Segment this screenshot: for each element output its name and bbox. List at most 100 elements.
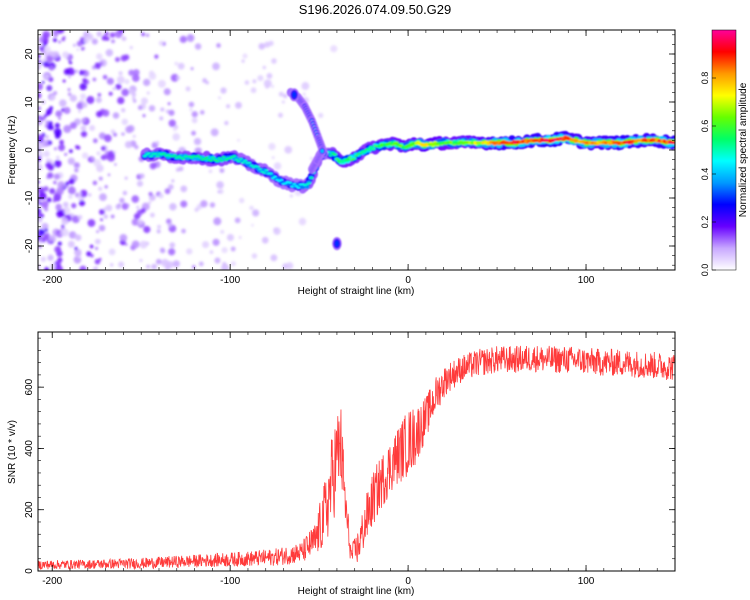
spectrogram-ridge-cell	[304, 185, 310, 190]
spectrogram-noise-cell	[71, 203, 77, 209]
spectrogram-noise-cell	[40, 256, 46, 262]
spectrogram-noise-cell	[180, 200, 188, 208]
spectrogram-noise-cell	[156, 229, 161, 234]
spectrogram-ridge-cell	[352, 157, 356, 160]
spectrogram-ridge-cell	[309, 176, 314, 179]
spectrogram-noise-cell	[90, 254, 94, 258]
spectrogram-noise-cell	[80, 47, 84, 51]
spectrogram-noise-cell	[79, 83, 87, 91]
spectrogram-noise-cell	[157, 79, 166, 88]
spectrogram-noise-cell	[117, 96, 125, 105]
spectrogram-noise-cell	[234, 217, 241, 224]
spectrogram-noise-cell	[264, 84, 270, 89]
spectrogram-ridge-cell	[174, 156, 179, 159]
spectrogram-noise-cell	[202, 78, 207, 83]
spectrogram-noise-cell	[164, 188, 171, 195]
y-tick-label: 10	[24, 96, 35, 108]
spectrogram-ridge-cell	[283, 182, 288, 185]
spectrogram-noise-cell	[131, 218, 139, 226]
spectrogram-noise-cell	[111, 39, 115, 44]
spectrogram-noise-cell	[44, 124, 48, 128]
spectrogram-noise-cell	[99, 209, 105, 215]
spectrogram-noise-cell	[148, 105, 156, 112]
colorbar-frame	[711, 29, 737, 271]
x-tick-label: -100	[220, 576, 240, 587]
spectrogram-noise-cell	[301, 82, 310, 90]
spectrogram-noise-cell	[278, 91, 284, 97]
spectrogram-noise-cell	[142, 78, 151, 87]
y-tick-label: 600	[24, 378, 35, 395]
spectrogram-noise-cell	[114, 163, 117, 166]
spectrogram-noise-cell	[221, 247, 228, 254]
spectrogram-noise-cell	[210, 128, 219, 137]
spectrogram-noise-cell	[237, 139, 240, 142]
spectrogram-noise-cell	[98, 186, 103, 191]
spectrogram-ridge-cell	[234, 158, 239, 161]
spectrogram-ridge-cell	[347, 156, 352, 159]
spectrogram-noise-cell	[273, 162, 282, 170]
y-tick-label: -10	[24, 190, 35, 205]
spectrogram-noise-cell	[153, 163, 157, 167]
spectrogram-ridge-cell	[255, 165, 260, 168]
spectrogram-noise-cell	[38, 59, 42, 64]
spectrogram-noise-cell	[121, 36, 127, 42]
spectrogram-noise-cell	[238, 197, 245, 204]
spectrogram-noise-cell	[76, 48, 80, 52]
spectrogram-noise-cell	[169, 242, 176, 248]
spectrogram-noise-cell	[53, 128, 62, 136]
spectrogram-noise-cell	[270, 254, 278, 262]
y-tick-label: 0	[24, 568, 35, 574]
spectrogram-noise-cell	[120, 54, 128, 62]
spectrogram-noise-cell	[186, 248, 193, 255]
spectrogram-noise-cell	[48, 234, 57, 243]
spectrogram-noise-cell	[95, 97, 102, 103]
spectrogram-noise-cell	[91, 38, 98, 45]
spectrogram-noise-cell	[120, 107, 126, 113]
spectrogram-noise-cell	[39, 134, 45, 140]
spectrogram-noise-cell	[216, 43, 221, 48]
spectrogram-noise-cell	[190, 67, 194, 71]
spectrogram-noise-cell	[61, 208, 65, 212]
spectrogram-noise-cell	[252, 79, 257, 84]
spectrogram-noise-cell	[251, 223, 254, 227]
spectrogram-noise-cell	[310, 157, 314, 161]
snr-xlabel: Height of straight line (km)	[298, 586, 415, 597]
spectrogram-noise-cell	[52, 198, 57, 203]
spectrogram-noise-cell	[48, 50, 55, 57]
spectrogram-noise-cell	[167, 102, 171, 106]
spectrogram-noise-cell	[53, 180, 57, 185]
colorbar-tick-label: 0.6	[700, 120, 710, 133]
spectrogram-ridge-cell	[294, 185, 299, 187]
spectrogram-noise-cell	[38, 119, 43, 126]
spectrogram-noise-cell	[89, 125, 96, 131]
spectrogram-noise-cell	[188, 101, 195, 108]
spectrogram-noise-cell	[119, 197, 125, 204]
spectrogram-noise-cell	[92, 77, 97, 82]
spectrogram-ridge-cell	[236, 160, 241, 163]
spectrogram-noise-cell	[41, 80, 45, 84]
spectrogram-noise-cell	[97, 93, 102, 97]
spectrogram-noise-cell	[192, 265, 196, 269]
spectrogram-noise-cell	[134, 144, 139, 150]
spectrogram-noise-cell	[44, 266, 50, 270]
spectrogram-noise-cell	[49, 263, 56, 270]
spectrogram-noise-cell	[81, 117, 87, 123]
spectrogram-noise-cell	[80, 130, 88, 138]
spectrogram-noise-cell	[218, 189, 224, 194]
spectrogram-noise-cell	[94, 238, 101, 245]
spectrogram-ridge-layer	[140, 87, 675, 251]
spectrogram-noise-cell	[38, 238, 43, 244]
spectrogram-noise-cell	[124, 78, 130, 85]
spectrogram-noise-cell	[132, 99, 137, 103]
spectrogram-noise-cell	[68, 178, 75, 185]
spectrogram-noise-cell	[126, 203, 130, 207]
spectrogram-noise-cell	[213, 217, 222, 226]
spectrogram-noise-cell	[54, 122, 60, 128]
spectrogram-noise-cell	[242, 53, 248, 59]
spectrogram-noise-cell	[106, 77, 114, 85]
spectrogram-noise-cell	[38, 210, 42, 219]
spectrogram-noise-cell	[98, 224, 106, 232]
spectrogram-noise-cell	[128, 69, 135, 76]
spectrogram-ridge-cell	[305, 183, 309, 186]
spectrogram-ridge-cell	[354, 154, 359, 157]
